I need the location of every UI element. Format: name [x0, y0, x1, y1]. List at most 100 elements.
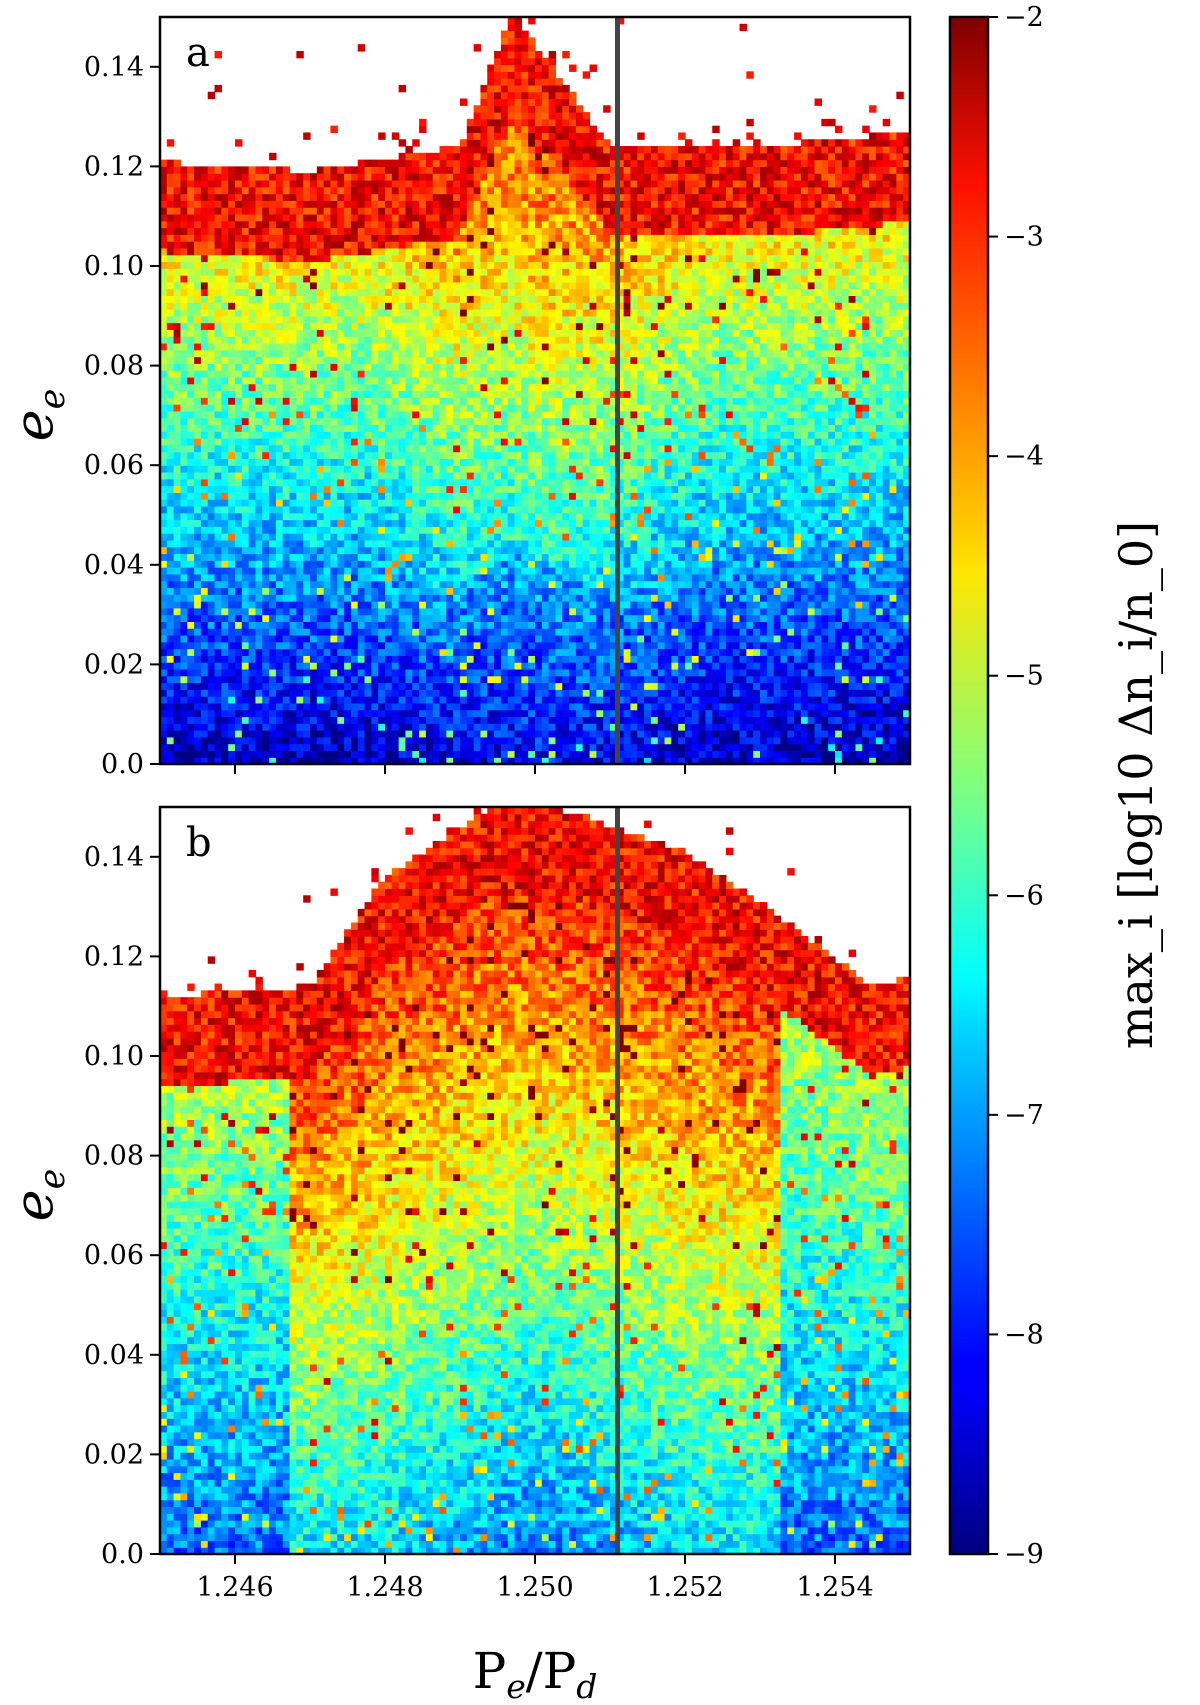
heat-cell [228, 641, 236, 650]
heat-cell [412, 492, 420, 500]
heat-cell [378, 458, 386, 466]
heat-cell [453, 213, 461, 222]
heat-cell [228, 404, 236, 412]
heat-cell [166, 675, 175, 684]
heat-cell [480, 118, 488, 127]
heat-cell [214, 424, 222, 432]
heat-cell [296, 505, 304, 514]
heat-cell [487, 505, 495, 514]
heat-cell [160, 709, 168, 718]
heat-cell [337, 336, 345, 344]
heat-cell [207, 322, 216, 330]
heat-cell [425, 634, 434, 643]
heat-cell [473, 736, 482, 745]
heat-cell [323, 376, 332, 385]
heat-cell [453, 431, 461, 439]
heat-cell [439, 309, 447, 317]
heat-cell [173, 288, 182, 297]
heat-cell [166, 315, 175, 324]
heat-cell [514, 166, 522, 174]
heat-cell [405, 451, 413, 460]
heat-cell [241, 682, 250, 690]
heat-cell [425, 696, 434, 704]
heat-cell [371, 560, 379, 568]
heat-cell [207, 607, 216, 616]
heat-cell [350, 716, 359, 724]
heat-cell [187, 370, 195, 378]
heat-cell [303, 410, 311, 419]
heat-cell [296, 634, 304, 643]
heat-cell [364, 573, 372, 582]
heat-cell [473, 44, 482, 52]
heat-cell [391, 628, 400, 636]
heat-cell [241, 424, 250, 432]
heat-cell [453, 349, 461, 358]
heat-cell [160, 186, 168, 195]
heat-cell [357, 213, 366, 222]
heat-cell [235, 417, 243, 426]
heat-cell [371, 499, 379, 507]
heat-cell [269, 309, 277, 317]
heat-cell [316, 241, 325, 249]
heat-cell [412, 757, 420, 764]
heat-cell [528, 560, 536, 568]
heat-cell [323, 241, 332, 249]
heat-cell [425, 723, 434, 731]
heat-cell [446, 526, 454, 534]
heat-cell [160, 275, 168, 283]
heat-cell [166, 607, 175, 616]
heat-cell [275, 438, 284, 446]
heat-cell [480, 268, 488, 276]
heat-cell [419, 247, 427, 256]
heat-cell [357, 179, 366, 188]
heat-cell [507, 247, 516, 256]
heat-cell [500, 349, 509, 358]
heat-cell [187, 567, 195, 575]
heat-cell [214, 410, 222, 419]
heat-cell [500, 370, 509, 378]
heat-cell [316, 444, 325, 453]
heat-cell [248, 526, 257, 534]
heat-cell [166, 648, 175, 656]
heat-cell [255, 730, 263, 738]
heat-cell [323, 431, 332, 439]
heat-cell [207, 465, 216, 473]
heat-cell [480, 342, 488, 351]
heat-cell [466, 247, 475, 256]
heat-cell [514, 112, 522, 120]
heat-cell [228, 383, 236, 392]
heat-cell [296, 471, 304, 480]
heat-cell [473, 628, 482, 636]
heat-cell [303, 173, 311, 181]
heat-cell [316, 410, 325, 419]
heat-cell [405, 417, 413, 426]
heat-cell [235, 465, 243, 473]
heat-cell [419, 125, 427, 134]
heat-cell [296, 336, 304, 344]
heat-cell [425, 200, 434, 208]
heat-cell [412, 594, 420, 602]
heat-cell [391, 539, 400, 548]
heat-cell [412, 471, 420, 480]
heat-cell [494, 431, 502, 439]
heat-cell [371, 682, 379, 690]
heat-cell [419, 696, 427, 704]
heat-cell [275, 573, 284, 582]
heat-cell [248, 702, 257, 711]
heat-cell [398, 689, 407, 697]
heat-cell [453, 689, 461, 697]
heat-cell [323, 533, 332, 541]
heat-cell [419, 723, 427, 731]
heat-cell [350, 723, 359, 731]
heat-cell [228, 438, 236, 446]
heat-cell [494, 254, 502, 263]
heat-cell [480, 139, 488, 147]
heat-cell [357, 736, 366, 745]
heat-cell [241, 309, 250, 317]
heat-cell [371, 573, 379, 582]
heat-cell [364, 383, 372, 392]
heat-cell [187, 302, 195, 310]
heat-cell [514, 505, 522, 514]
heat-cell [391, 309, 400, 317]
heat-cell [385, 539, 393, 548]
